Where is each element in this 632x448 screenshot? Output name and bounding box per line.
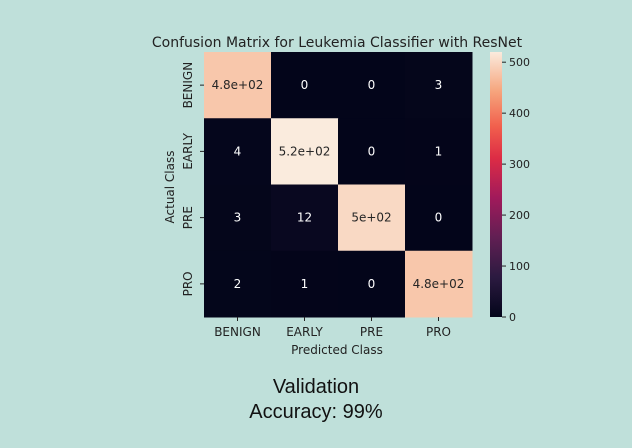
- cell-value-label: 12: [297, 211, 312, 225]
- cell-value-label: 4.8e+02: [413, 277, 465, 291]
- accuracy-caption: Accuracy: 99%: [249, 401, 383, 423]
- validation-caption: Validation: [272, 376, 360, 398]
- colorbar-tick-label: 0: [509, 311, 516, 324]
- colorbar-tick-label: 500: [509, 56, 530, 69]
- heatmap-cell: [338, 52, 406, 119]
- cell-value-label: 1: [301, 277, 309, 291]
- x-tick-label: EARLY: [286, 325, 323, 339]
- heatmap-cell: [405, 250, 473, 318]
- cell-value-label: 0: [435, 211, 443, 225]
- heatmap-cell: [405, 52, 473, 119]
- heatmap-cell: [204, 184, 272, 252]
- y-tick-label: BENIGN: [181, 62, 195, 109]
- cell-value-label: 1: [435, 144, 443, 158]
- cell-value-label: 0: [368, 144, 376, 158]
- heatmap-cell: [405, 184, 473, 252]
- colorbar-tick-label: 300: [509, 158, 530, 171]
- cell-value-label: 0: [368, 277, 376, 291]
- heatmap-cell: [271, 118, 339, 185]
- cell-value-label: 4.8e+02: [212, 78, 264, 92]
- x-tick-label: BENIGN: [214, 325, 261, 339]
- x-tick-label: PRO: [426, 325, 451, 339]
- y-tick-label: EARLY: [181, 132, 195, 169]
- x-tick-label: PRE: [360, 325, 383, 339]
- colorbar-tick-label: 200: [509, 209, 530, 222]
- colorbar-ticks: 0 100 200 300 400 500: [502, 56, 530, 324]
- chart-title: Confusion Matrix for Leukemia Classifier…: [152, 35, 523, 51]
- cell-value-label: 3: [435, 78, 443, 92]
- cell-value-label: 5e+02: [351, 211, 391, 225]
- cell-value-label: 2: [234, 277, 242, 291]
- y-tick-label: PRO: [181, 271, 195, 296]
- cell-value-label: 5.2e+02: [279, 144, 331, 158]
- heatmap-cell: [204, 250, 272, 318]
- colorbar: [490, 52, 502, 317]
- cell-value-label: 3: [234, 211, 242, 225]
- heatmap-cell: [271, 52, 339, 119]
- colorbar-tick-label: 100: [509, 260, 530, 273]
- x-axis-label: Predicted Class: [291, 343, 383, 357]
- heatmap-cell: [338, 250, 406, 318]
- heatmap-cell: [271, 184, 339, 252]
- heatmap-cell-labels: 4.8e+02 0 0 3 4 5.2e+02 0 1 3 12 5e+02 0 2 1 0 4.8e+02: [212, 78, 465, 291]
- x-axis-ticks: BENIGN EARLY PRE PRO: [214, 317, 451, 339]
- cell-value-label: 0: [301, 78, 309, 92]
- heatmap-cell: [405, 118, 473, 185]
- heatmap-cell: [338, 118, 406, 185]
- heatmap-cell: [204, 52, 272, 119]
- heatmap-cell: [338, 184, 406, 252]
- y-axis-label: Actual Class: [163, 151, 177, 224]
- cell-value-label: 0: [368, 78, 376, 92]
- colorbar-tick-label: 400: [509, 107, 530, 120]
- heatmap-cell: [204, 118, 272, 185]
- heatmap-cells: [204, 52, 473, 318]
- heatmap-cell: [271, 250, 339, 318]
- y-tick-label: PRE: [181, 206, 195, 229]
- y-axis-ticks: BENIGN EARLY PRE PRO: [181, 62, 204, 296]
- cell-value-label: 4: [234, 144, 242, 158]
